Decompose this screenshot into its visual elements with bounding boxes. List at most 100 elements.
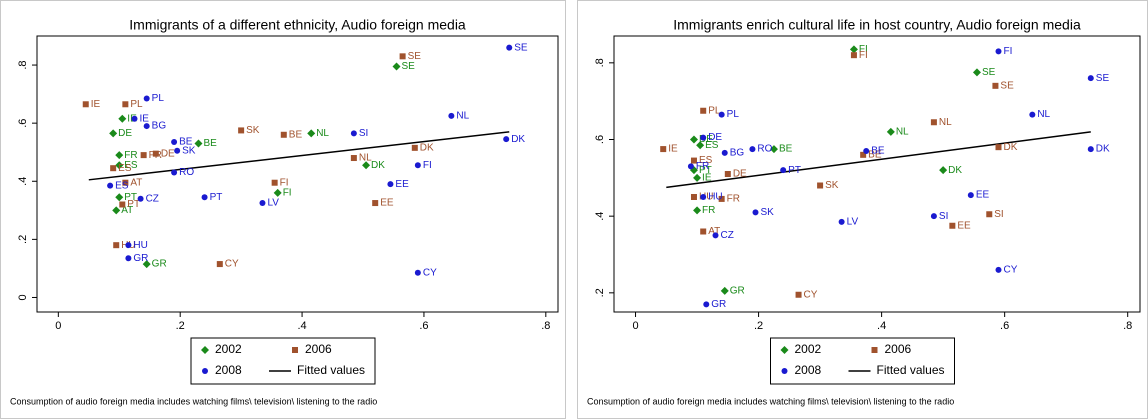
x-tick-label: .6 — [1000, 320, 1009, 332]
point-label: DE — [118, 128, 132, 139]
point — [712, 232, 719, 239]
point-label: GR — [152, 259, 167, 270]
plot-frame — [36, 35, 559, 313]
point-label: PT — [788, 165, 801, 176]
point-label: NL — [939, 117, 952, 128]
point — [995, 266, 1002, 273]
point — [720, 286, 729, 295]
point-label: GR — [711, 299, 726, 310]
plot-frame — [613, 35, 1141, 313]
y-tick-label: .6 — [594, 135, 606, 144]
point-label: CY — [1004, 264, 1018, 275]
point — [986, 211, 993, 218]
point-label: ES — [699, 155, 713, 166]
point-label: DK — [371, 160, 385, 171]
point — [992, 82, 999, 89]
point — [307, 129, 316, 138]
point-label: FR — [727, 194, 740, 205]
point-label: RO — [757, 144, 772, 155]
point-label: FR — [702, 205, 715, 216]
point-label: PT — [127, 199, 140, 210]
point-label: NL — [456, 111, 469, 122]
point-label: SE — [1000, 80, 1014, 91]
y-tick-label: .2 — [594, 288, 606, 297]
point-label: PT — [210, 192, 223, 203]
legend-marker — [781, 368, 788, 374]
point — [687, 163, 694, 170]
point — [238, 127, 245, 134]
point-label: SE — [402, 61, 416, 72]
x-tick-label: .8 — [1123, 320, 1132, 332]
point-label: NL — [896, 126, 909, 137]
point-label: PL — [727, 109, 740, 120]
point — [350, 155, 357, 162]
point — [850, 52, 857, 59]
point-label: CY — [225, 259, 239, 270]
point — [724, 171, 731, 177]
point — [693, 173, 702, 182]
point-label: BE — [289, 129, 303, 140]
point-label: AT — [708, 226, 720, 237]
point — [109, 129, 118, 138]
point-label: FI — [859, 44, 868, 55]
point-label: SE — [982, 67, 996, 78]
point — [259, 200, 266, 207]
point-label: SK — [246, 125, 260, 136]
point — [171, 139, 178, 146]
point-label: SE — [514, 42, 528, 53]
point-label: RO — [179, 167, 194, 178]
point-label: IE — [139, 113, 149, 124]
point-label: DK — [948, 165, 962, 176]
point-label: IE — [668, 144, 678, 155]
point-label: CZ — [721, 230, 734, 241]
point-label: PT — [699, 165, 712, 176]
x-tick-label: .2 — [176, 320, 185, 332]
point — [201, 194, 208, 201]
point — [817, 182, 824, 189]
point — [122, 179, 129, 186]
point — [700, 194, 707, 200]
point-label: DK — [420, 142, 434, 153]
point-label: IE — [702, 172, 712, 183]
legend-box — [190, 337, 376, 385]
point-label: SI — [994, 209, 1003, 220]
point — [143, 95, 150, 102]
point — [967, 192, 974, 199]
point-label: SE — [408, 51, 422, 62]
point-label: ES — [118, 163, 132, 174]
y-tick-label: .8 — [17, 60, 29, 69]
point — [693, 206, 702, 215]
point — [503, 136, 510, 143]
point — [171, 169, 178, 176]
point — [690, 194, 697, 200]
point-label: HU — [708, 192, 722, 203]
point-label: DK — [1004, 142, 1018, 153]
point-label: FI — [280, 177, 289, 188]
point — [795, 291, 802, 298]
point-label: NL — [1037, 109, 1050, 120]
point — [718, 195, 725, 202]
legend-label: 2006 — [305, 342, 332, 356]
point — [752, 209, 759, 216]
point — [273, 188, 282, 197]
point-label: LV — [267, 198, 279, 209]
point — [749, 146, 756, 153]
point — [399, 53, 406, 60]
legend-label: 2006 — [885, 342, 912, 356]
point-label: CY — [804, 289, 818, 300]
x-tick-label: .2 — [754, 320, 763, 332]
point-label: PL — [152, 93, 165, 104]
point-label: LV — [847, 217, 859, 228]
point — [769, 145, 778, 154]
legend-marker — [780, 346, 789, 354]
chart-note: Consumption of audio foreign media inclu… — [10, 396, 377, 406]
point-label: NL — [359, 153, 372, 164]
chart-note: Consumption of audio foreign media inclu… — [587, 396, 954, 406]
point-label: BE — [203, 138, 217, 149]
point — [122, 101, 129, 108]
point-label: PL — [708, 105, 721, 116]
point-label: EE — [957, 220, 971, 231]
point — [112, 206, 121, 215]
